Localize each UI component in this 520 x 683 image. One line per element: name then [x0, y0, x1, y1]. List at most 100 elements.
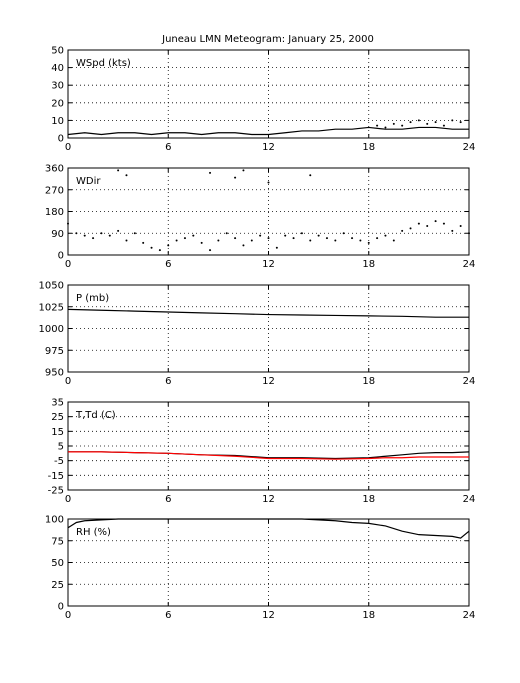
- data-point: [200, 241, 203, 244]
- xtick-label: 6: [165, 259, 171, 270]
- data-point: [376, 124, 379, 127]
- panel-label: P (mb): [76, 293, 109, 304]
- ytick-label: 90: [51, 229, 64, 240]
- data-point: [183, 237, 186, 240]
- panel-rh: 0 25 50 75 100 0 6 12 18 24 RH (%): [45, 515, 475, 622]
- data-point: [309, 239, 312, 242]
- data-point: [209, 171, 212, 174]
- panel-wdir: 0 90 180 270 360 0 6 12 18 24 WDir: [45, 164, 475, 271]
- data-point: [384, 126, 387, 129]
- data-point: [108, 234, 111, 237]
- data-point: [451, 229, 454, 232]
- xtick-label: 24: [463, 494, 476, 505]
- data-point: [401, 229, 404, 232]
- data-point: [401, 124, 404, 127]
- data-point: [426, 122, 429, 125]
- data-point: [426, 225, 429, 227]
- xtick-label: 12: [262, 142, 275, 153]
- panel-pressure: 950 975 1000 1025 1050 0 6 12 18 24 P (mb): [39, 281, 476, 388]
- ytick-label: -25: [48, 486, 64, 497]
- data-point: [284, 234, 287, 237]
- ytick-label: 975: [45, 346, 64, 357]
- panel-wspd: 0 10 20 30 40 50 0 6 12 18 24 WSpd (kts): [51, 46, 475, 154]
- ytick-label: 35: [51, 398, 64, 409]
- xtick-label: 0: [65, 494, 71, 505]
- data-point: [334, 239, 337, 242]
- xtick-label: 6: [165, 142, 171, 153]
- ytick-label: 0: [58, 602, 64, 613]
- ytick-label: 1025: [39, 302, 64, 313]
- ytick-label: 950: [45, 368, 64, 379]
- xtick-label: 24: [463, 376, 476, 387]
- data-point: [83, 234, 86, 237]
- data-point: [434, 121, 437, 124]
- data-point: [325, 237, 328, 240]
- ytick-label: 75: [51, 536, 64, 547]
- ytick-label: 30: [51, 81, 64, 92]
- panel-label: RH (%): [76, 527, 111, 538]
- xtick-label: 12: [262, 494, 275, 505]
- data-point: [384, 234, 387, 237]
- data-point: [359, 239, 362, 242]
- panel-label: WSpd (kts): [76, 58, 131, 69]
- ytick-label: 20: [51, 98, 64, 109]
- ytick-label: 180: [45, 207, 64, 218]
- ytick-label: 1050: [39, 281, 64, 292]
- ytick-label: 270: [45, 185, 64, 196]
- xtick-label: 6: [165, 610, 171, 621]
- data-point: [117, 229, 120, 232]
- ytick-label: 10: [51, 116, 64, 127]
- data-point: [417, 222, 420, 225]
- ytick-label: 100: [45, 515, 64, 526]
- xtick-label: 18: [362, 259, 375, 270]
- data-point: [67, 222, 69, 225]
- ytick-label: -5: [54, 456, 64, 467]
- data-point: [125, 239, 128, 242]
- data-point: [267, 237, 270, 240]
- xtick-label: 6: [165, 376, 171, 387]
- data-point: [317, 234, 320, 237]
- panel-temp: -25 -15 -5 5 15 25 35 0 6 12 18 24 T,Td (C): [48, 398, 476, 506]
- data-point: [392, 122, 395, 125]
- xtick-label: 12: [262, 610, 275, 621]
- data-point: [167, 244, 170, 247]
- xtick-label: 18: [362, 376, 375, 387]
- data-point: [234, 237, 237, 240]
- data-point: [209, 249, 212, 252]
- ytick-label: 15: [51, 427, 64, 438]
- data-point: [259, 234, 262, 237]
- data-point: [242, 244, 245, 247]
- ytick-label: 25: [51, 580, 64, 591]
- data-point: [158, 249, 161, 252]
- data-point: [342, 232, 345, 235]
- data-point: [242, 169, 245, 172]
- data-point: [376, 237, 379, 240]
- ytick-label: 40: [51, 63, 64, 74]
- series-line: [68, 451, 469, 460]
- data-point: [451, 119, 454, 122]
- xtick-label: 6: [165, 494, 171, 505]
- xtick-label: 24: [463, 259, 476, 270]
- data-point: [442, 124, 445, 127]
- data-point: [409, 227, 412, 230]
- series-line: [67, 126, 469, 136]
- ytick-label: 0: [58, 134, 64, 145]
- ytick-label: 0: [58, 251, 64, 262]
- data-point: [125, 174, 128, 177]
- data-point: [300, 232, 303, 235]
- data-point: [142, 241, 145, 244]
- data-point: [392, 239, 395, 242]
- data-point: [117, 169, 120, 172]
- data-point: [75, 232, 78, 235]
- ytick-label: 50: [51, 558, 64, 569]
- data-point: [267, 181, 270, 184]
- data-point: [192, 234, 195, 237]
- data-point: [150, 246, 153, 249]
- xtick-label: 24: [463, 610, 476, 621]
- xtick-label: 18: [362, 610, 375, 621]
- data-point: [309, 174, 312, 177]
- ytick-label: 25: [51, 412, 64, 423]
- series-line: [67, 308, 469, 318]
- ytick-label: 50: [51, 46, 64, 57]
- xtick-label: 0: [65, 376, 71, 387]
